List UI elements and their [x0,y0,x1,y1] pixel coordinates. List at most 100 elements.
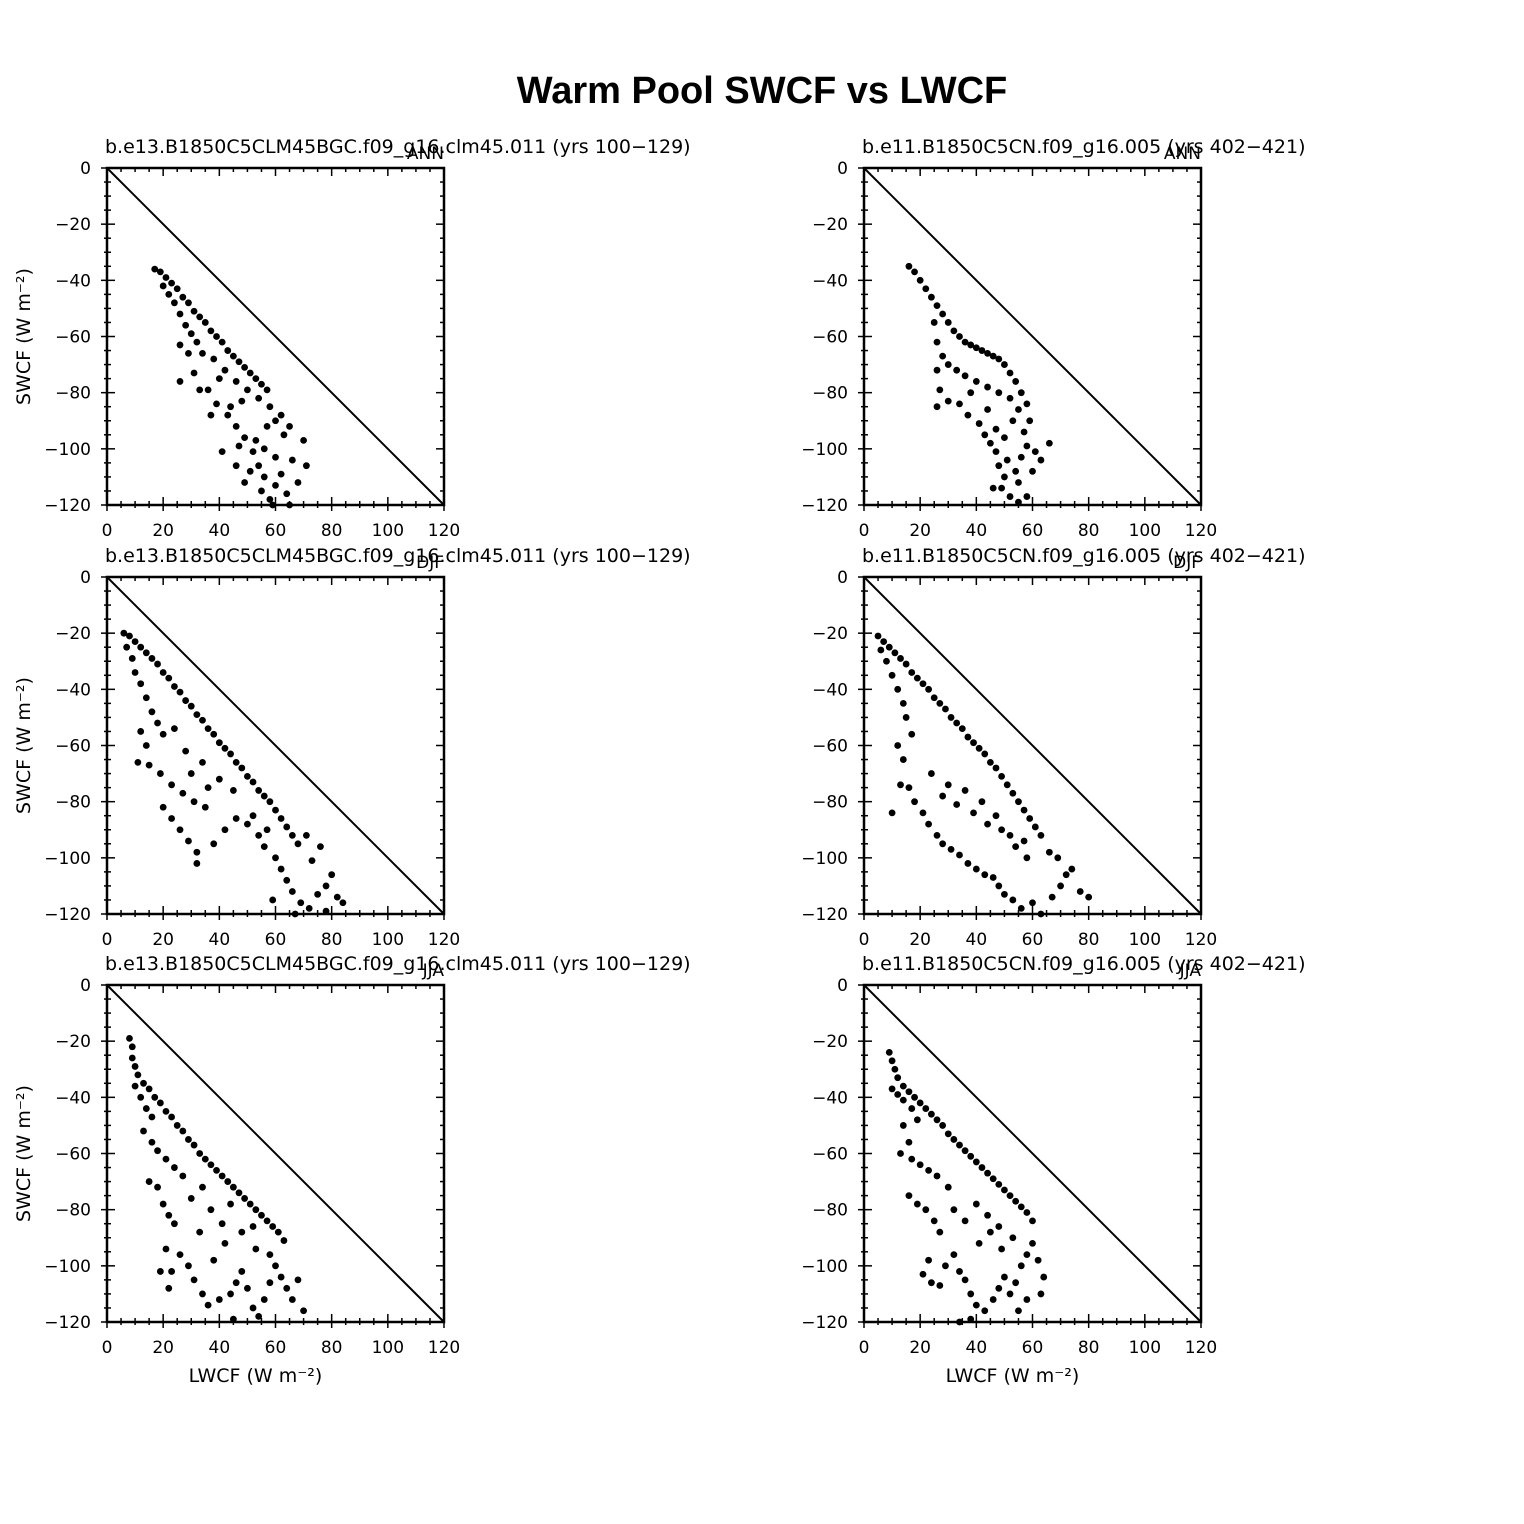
y-tick-label: −40 [55,680,91,700]
data-point [1068,865,1076,873]
data-point [272,854,279,862]
x-tick-label: 40 [209,1338,231,1358]
scatter-panel-right-bottom: b.e11.B1850C5CN.f09_g16.005 (yrs 402−421… [801,953,1305,1387]
data-point [1012,378,1020,385]
data-point [981,431,989,439]
data-point [207,327,215,335]
y-tick-label: −120 [801,1313,848,1333]
data-point [956,851,963,859]
reference-line [863,167,1202,506]
data-point [1001,1273,1008,1281]
data-point [162,274,170,281]
data-point [1006,369,1014,377]
data-point [291,910,299,918]
data-point [942,705,949,713]
data-point [137,680,145,688]
data-point [255,394,263,402]
data-point [173,285,181,293]
data-point [294,479,302,486]
data-point [913,674,921,682]
data-point [151,1093,159,1101]
data-point [148,655,156,662]
data-point [913,1116,921,1124]
season-label: JJA [1179,961,1202,981]
season-label: JJA [422,961,445,981]
data-point [283,1284,291,1292]
data-point [187,1195,195,1202]
data-point [238,1268,246,1275]
data-point [246,1200,254,1208]
data-point [154,1183,161,1191]
data-point [305,904,313,912]
data-point [210,840,218,848]
data-point [229,1315,237,1323]
data-point [159,282,167,290]
data-point [328,871,336,879]
data-point [266,403,274,411]
data-point [196,386,204,394]
data-point [190,1141,198,1149]
data-point [168,815,175,822]
data-point [933,366,941,374]
scatter-panel-left-bottom: b.e13.B1850C5CLM45BGC.f09_g16.clm45.011 … [13,953,691,1387]
data-point [232,1279,240,1287]
data-point [162,1155,170,1163]
data-point [269,896,277,904]
data-point [255,787,263,794]
data-point [322,907,330,915]
data-point [984,406,991,413]
data-point [140,1079,147,1087]
data-point [1009,1234,1017,1242]
data-point [911,798,918,806]
data-point [1003,456,1011,464]
data-point [283,490,291,498]
data-point [185,349,192,357]
data-point [263,386,271,394]
data-point [193,848,201,856]
data-point [288,1296,296,1303]
x-tick-label: 20 [909,521,931,541]
reference-line [106,576,445,915]
x-tick-label: 20 [152,1338,174,1358]
x-tick-label: 40 [966,930,988,950]
data-point [992,448,1000,456]
data-point [255,462,263,470]
data-point [961,372,969,380]
data-point [964,860,972,867]
data-point [970,809,977,817]
data-point [128,655,136,662]
data-point [919,809,927,817]
data-point [967,1315,975,1323]
data-point [210,1256,218,1264]
data-point [314,890,322,898]
data-point [1001,434,1008,441]
data-point [1020,806,1028,814]
data-point [131,669,139,676]
data-point [944,1130,952,1138]
data-point [168,1113,175,1121]
data-point [1029,467,1036,475]
data-point [171,683,178,690]
y-tick-label: −120 [44,905,91,925]
data-point [258,380,265,388]
data-point [154,719,161,727]
scatter-panel-left-top: b.e13.B1850C5CLM45BGC.f09_g16.clm45.011 … [13,136,691,541]
data-point [1023,1251,1031,1258]
data-point [1001,361,1008,368]
data-point [140,1127,147,1135]
data-point [972,378,980,385]
data-point [300,437,307,444]
x-tick-label: 80 [321,521,343,541]
data-point [1017,904,1025,912]
data-point [981,750,989,758]
data-point [995,1284,1003,1292]
y-tick-label: 0 [837,976,848,996]
data-point [1037,831,1045,839]
y-tick-label: −80 [812,384,848,404]
data-point [899,1122,907,1129]
data-point [905,262,913,270]
data-point [218,1220,226,1228]
data-point [187,330,195,338]
data-point [142,742,150,749]
data-point [176,378,184,385]
